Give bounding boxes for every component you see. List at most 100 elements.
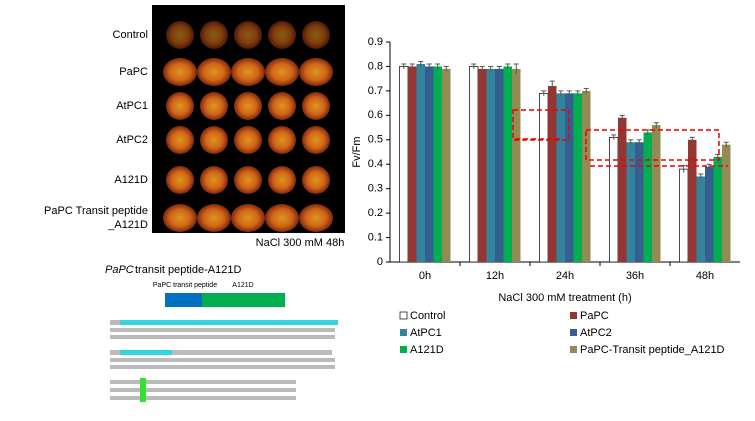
- legend-swatch: [399, 311, 408, 320]
- bar: [416, 64, 425, 262]
- leaf-disc: [234, 92, 262, 120]
- leaf-disc: [197, 58, 231, 86]
- bar: [688, 139, 697, 262]
- leaf-disc: [200, 21, 228, 49]
- bar: [539, 92, 549, 263]
- alignment: [110, 320, 338, 402]
- leaf-disc: [265, 204, 299, 232]
- bar: [643, 132, 652, 262]
- legend-swatch: [570, 329, 577, 336]
- legend-label: Control: [410, 310, 445, 322]
- bar: [442, 68, 451, 262]
- segment-label: A121D: [232, 282, 253, 289]
- bar: [503, 66, 512, 262]
- x-tick-label: 48h: [696, 270, 714, 282]
- legend-label: PaPC: [580, 310, 609, 322]
- leaf-disc: [200, 126, 228, 154]
- row-label: AtPC1: [116, 100, 148, 112]
- leaf-discs: [163, 21, 333, 232]
- leaf-disc: [234, 21, 262, 49]
- bar: [399, 66, 409, 263]
- y-tick-label: 0.4: [368, 158, 383, 170]
- bar: [556, 93, 565, 262]
- leaf-disc: [302, 126, 330, 154]
- leaf-disc: [234, 166, 262, 194]
- bar: [469, 66, 479, 263]
- bar: [722, 144, 731, 262]
- legend-label: AtPC2: [580, 327, 612, 339]
- leaf-disc: [166, 166, 194, 194]
- leaf-disc: [200, 166, 228, 194]
- row-label: A121D: [114, 174, 148, 186]
- leaf-disc: [268, 166, 296, 194]
- bar: [679, 168, 689, 263]
- bar: [713, 156, 722, 262]
- row-label: PaPC: [119, 66, 148, 78]
- leaf-disc: [268, 92, 296, 120]
- bar: [635, 142, 644, 262]
- leaf-disc: [200, 92, 228, 120]
- bar: [609, 136, 619, 263]
- bar: [573, 93, 582, 262]
- x-tick-label: 12h: [486, 270, 504, 282]
- row-label: AtPC2: [116, 134, 148, 146]
- y-tick-label: 0.6: [368, 109, 383, 121]
- leaf-disc: [302, 92, 330, 120]
- y-tick-label: 0.3: [368, 183, 383, 195]
- x-tick-label: 24h: [556, 270, 574, 282]
- y-tick-label: 0: [377, 256, 383, 268]
- legend-swatch: [400, 346, 407, 353]
- bar: [433, 66, 442, 262]
- leaf-disc: [163, 204, 197, 232]
- legend-swatch: [570, 312, 577, 319]
- leaf-disc: [231, 58, 265, 86]
- row-label: PaPC Transit peptide: [44, 205, 148, 217]
- legend-label: PaPC-Transit peptide_A121D: [580, 344, 725, 356]
- bar: [618, 117, 627, 263]
- leaf-disc: [166, 92, 194, 120]
- bar: [565, 93, 574, 262]
- leaf-disc: [234, 126, 262, 154]
- x-axis-label: NaCl 300 mM treatment (h): [498, 292, 631, 304]
- y-axis-label: Fv/Fm: [351, 136, 363, 167]
- bar: [478, 68, 487, 262]
- leaf-disc: [163, 58, 197, 86]
- leaf-disc: [302, 166, 330, 194]
- leaf-disc: [268, 126, 296, 154]
- bar: [408, 66, 417, 262]
- bar: [696, 176, 705, 262]
- a121d-segment: [202, 293, 285, 307]
- bar: [512, 68, 521, 262]
- leaf-disc: [265, 58, 299, 86]
- leaf-disc: [166, 21, 194, 49]
- bar: [495, 68, 504, 262]
- highlights: [512, 109, 728, 167]
- y-tick-label: 0.5: [368, 134, 383, 146]
- bar: [582, 90, 591, 262]
- legend-swatch: [400, 329, 407, 336]
- x-tick-label: 36h: [626, 270, 644, 282]
- bar-chart: 0 0.1 0.2 0.3 0.4 0.5 0.6 0.7 0.8 0.9 0h 12h 24h 36h 4…: [368, 36, 740, 282]
- leaf-disc: [299, 204, 333, 232]
- y-tick-label: 0.1: [368, 231, 383, 243]
- bar: [652, 125, 661, 262]
- legend-label: AtPC1: [410, 327, 442, 339]
- transit-segment: [165, 293, 202, 307]
- legend-label: A121D: [410, 344, 444, 356]
- bar: [548, 86, 557, 262]
- leaf-disc: [302, 21, 330, 49]
- construct-title: transit peptide-A121D: [135, 264, 241, 276]
- y-tick-label: 0.2: [368, 207, 383, 219]
- leaf-disc: [268, 21, 296, 49]
- leaf-disc: [166, 126, 194, 154]
- y-tick-label: 0.9: [368, 36, 383, 48]
- bar: [705, 166, 714, 262]
- construct-gene: PaPC: [105, 264, 134, 276]
- x-tick-label: 0h: [419, 270, 431, 282]
- y-tick-label: 0.7: [368, 85, 383, 97]
- image-caption: NaCl 300 mM 48h: [256, 237, 345, 249]
- bar: [486, 68, 495, 262]
- bar: [425, 66, 434, 262]
